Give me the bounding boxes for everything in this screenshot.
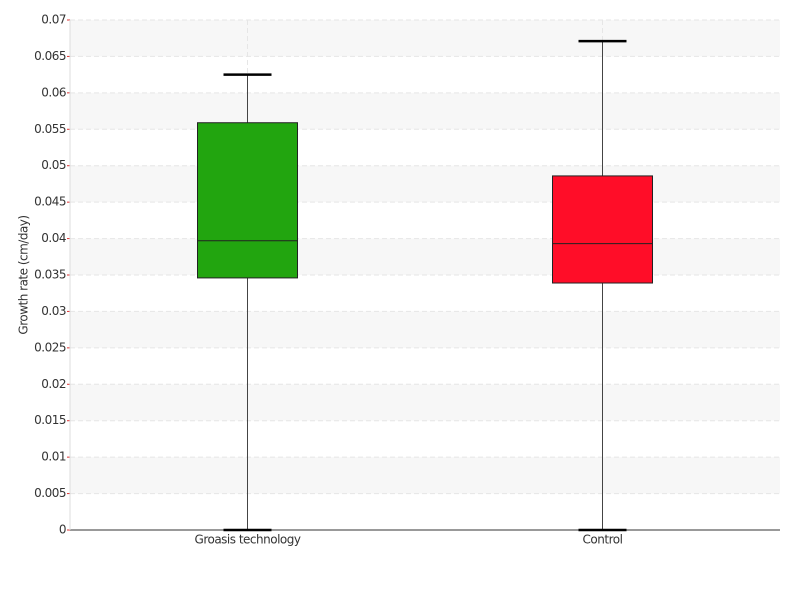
grid-band	[70, 92, 780, 130]
y-axis-label: Growth rate (cm/day)	[17, 215, 31, 334]
x-tick-label: Control	[583, 533, 623, 547]
grid-band	[70, 165, 780, 203]
x-tick-label: Groasis technology	[195, 533, 301, 547]
grid-band	[70, 384, 780, 421]
y-tick-label: 0.01	[41, 450, 66, 464]
y-tick-label: 0.005	[34, 486, 66, 500]
y-tick-label: 0.02	[41, 377, 66, 391]
y-tick-label: 0.065	[34, 49, 66, 63]
y-tick-label: 0.06	[41, 85, 66, 99]
y-tick-label: 0.03	[41, 304, 66, 318]
y-tick-label: 0.07	[41, 13, 66, 27]
box	[197, 122, 298, 279]
y-tick-label: 0.055	[34, 122, 66, 136]
grid-band	[70, 457, 780, 494]
y-tick-label: 0.05	[41, 158, 66, 172]
y-tick-label: 0.035	[34, 268, 66, 282]
grid-band	[70, 20, 780, 57]
box	[552, 175, 653, 284]
y-tick-label: 0.045	[34, 195, 66, 209]
grid-band	[70, 311, 780, 348]
y-tick-label: 0	[59, 523, 66, 537]
y-tick-label: 0.015	[34, 413, 66, 427]
y-tick-label: 0.025	[34, 340, 66, 354]
grid-band	[70, 238, 780, 275]
y-tick-label: 0.04	[41, 231, 66, 245]
